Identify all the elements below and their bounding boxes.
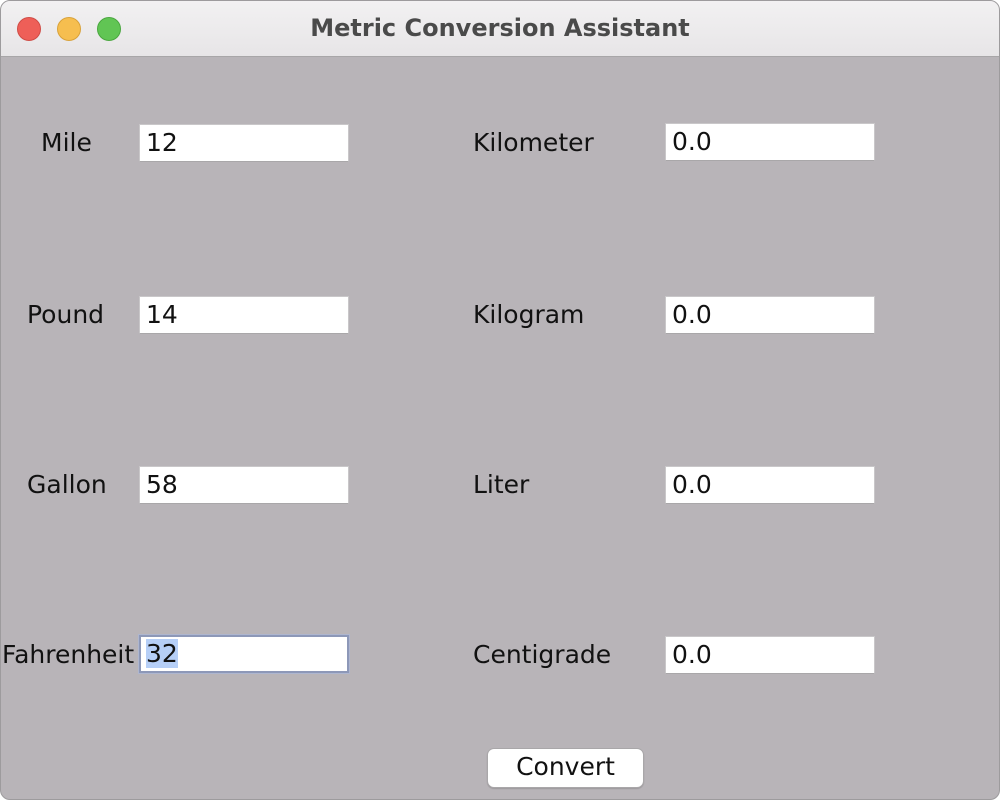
liter-output[interactable]: 0.0: [665, 466, 875, 504]
pound-value: 14: [146, 300, 178, 329]
centigrade-label: Centigrade: [473, 640, 612, 669]
gallon-input[interactable]: 58: [139, 466, 349, 504]
zoom-window-button[interactable]: [97, 17, 121, 41]
centigrade-value: 0.0: [672, 640, 712, 669]
kilometer-output[interactable]: 0.0: [665, 123, 875, 161]
kilogram-value: 0.0: [672, 300, 712, 329]
mile-label: Mile: [41, 128, 92, 157]
convert-button[interactable]: Convert: [487, 748, 644, 788]
pound-input[interactable]: 14: [139, 296, 349, 334]
conversion-panel: Mile 12 Kilometer 0.0 Pound 14 Kilogram …: [1, 57, 999, 799]
minimize-window-button[interactable]: [57, 17, 81, 41]
mile-value: 12: [146, 128, 178, 157]
gallon-value: 58: [146, 470, 178, 499]
fahrenheit-input[interactable]: 32: [139, 635, 349, 673]
kilometer-label: Kilometer: [473, 128, 594, 157]
kilogram-output[interactable]: 0.0: [665, 296, 875, 334]
window-title: Metric Conversion Assistant: [310, 14, 690, 42]
kilometer-value: 0.0: [672, 127, 712, 156]
liter-value: 0.0: [672, 470, 712, 499]
pound-label: Pound: [27, 300, 105, 329]
fahrenheit-value: 32: [146, 639, 178, 668]
title-bar: Metric Conversion Assistant: [1, 1, 999, 57]
liter-label: Liter: [473, 470, 530, 499]
close-window-button[interactable]: [17, 17, 41, 41]
fahrenheit-label: Fahrenheit: [2, 640, 135, 669]
mile-input[interactable]: 12: [139, 124, 349, 162]
kilogram-label: Kilogram: [473, 300, 585, 329]
gallon-label: Gallon: [27, 470, 107, 499]
centigrade-output[interactable]: 0.0: [665, 636, 875, 674]
